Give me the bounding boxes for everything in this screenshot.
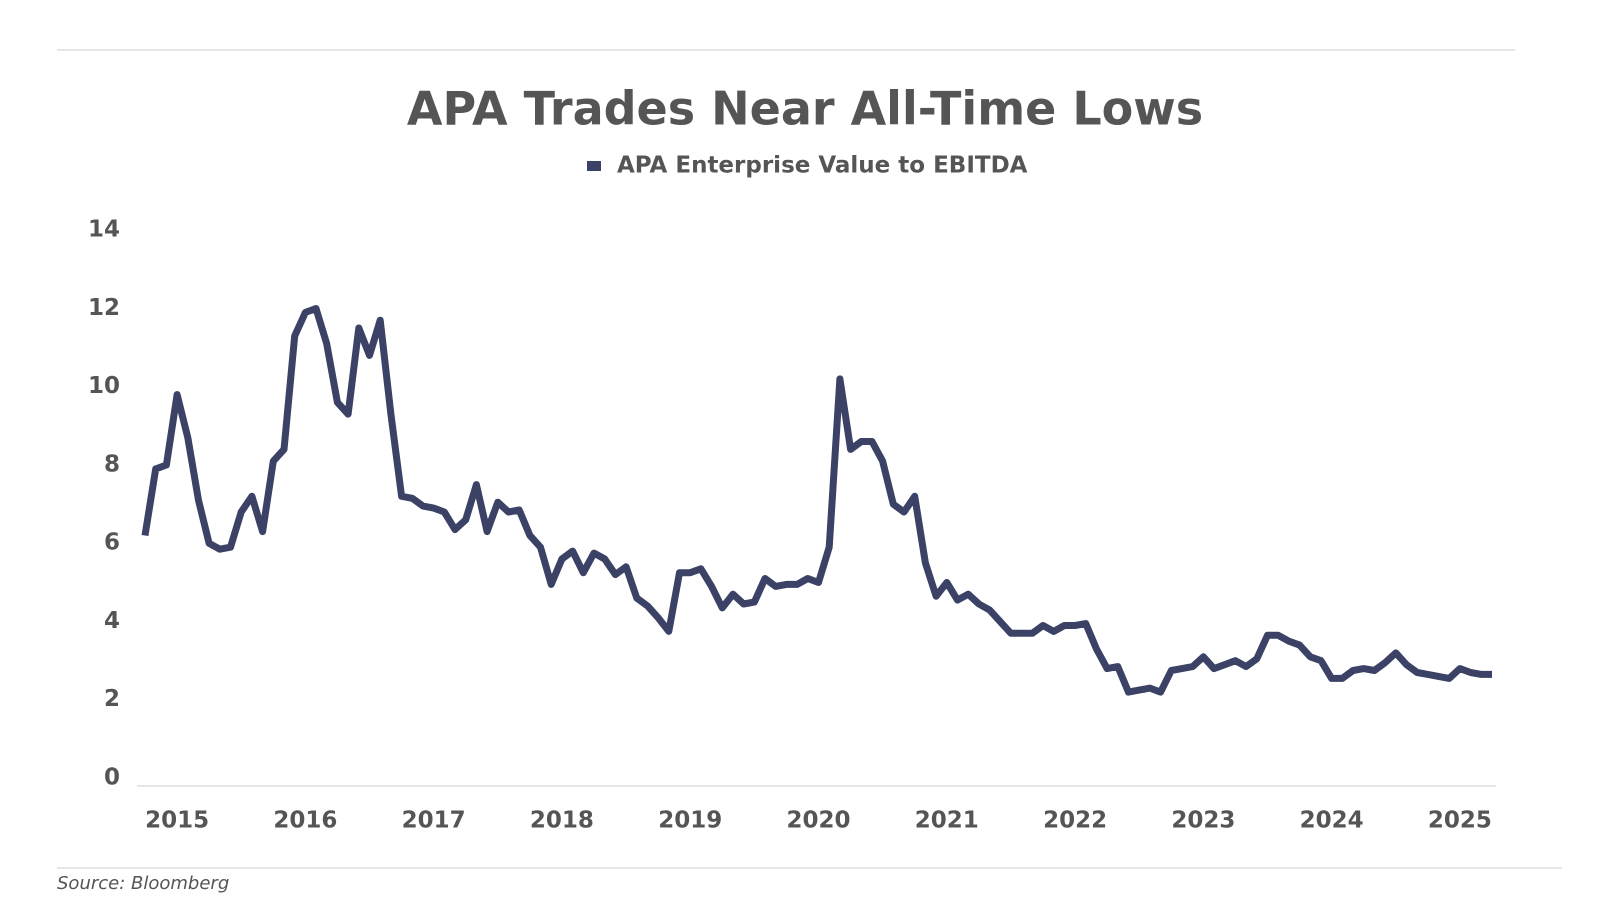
chart-title: APA Trades Near All-Time Lows [407,82,1203,136]
x-tick-label: 2025 [1428,808,1492,834]
y-tick-label: 12 [88,295,120,321]
x-tick-label: 2019 [658,808,722,834]
x-tick-label: 2018 [530,808,594,834]
x-tick-label: 2017 [402,808,466,834]
y-tick-label: 10 [88,373,120,399]
data-line [141,305,1492,696]
x-tick-label: 2015 [145,808,209,834]
x-tick-label: 2023 [1171,808,1235,834]
y-tick-label: 6 [104,530,120,556]
x-tick-label: 2020 [786,808,850,834]
x-tick-label: 2024 [1300,808,1364,834]
y-tick-label: 14 [88,217,120,243]
x-tick-label: 2016 [273,808,337,834]
y-tick-label: 4 [104,608,120,634]
source-note: Source: Bloomberg [57,873,229,894]
x-tick-label: 2021 [915,808,979,834]
legend-swatch [587,161,601,171]
y-tick-label: 0 [104,765,120,791]
y-tick-label: 8 [104,451,120,477]
x-tick-label: 2022 [1043,808,1107,834]
y-tick-label: 2 [104,686,120,712]
legend-label: APA Enterprise Value to EBITDA [617,153,1028,179]
